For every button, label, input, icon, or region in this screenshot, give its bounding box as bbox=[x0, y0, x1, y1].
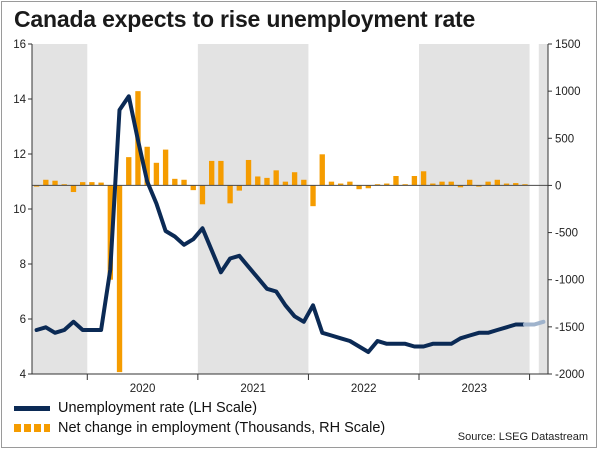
bar-2019-08 bbox=[43, 179, 49, 186]
bar-2020-10 bbox=[172, 178, 178, 186]
bar-2022-05 bbox=[347, 181, 353, 186]
x-tick-label: 2021 bbox=[240, 383, 266, 395]
bar-2019-12 bbox=[80, 182, 86, 186]
bar-2021-04 bbox=[227, 185, 233, 204]
legend-line-label: Unemployment rate (LH Scale) bbox=[58, 400, 258, 416]
bar-2023-02 bbox=[430, 183, 436, 186]
bar-2021-10 bbox=[282, 181, 289, 186]
bar-2022-06 bbox=[356, 185, 362, 190]
bar-2019-10 bbox=[61, 184, 67, 186]
x-tick-label: 2020 bbox=[130, 383, 156, 395]
bar-2023-07 bbox=[476, 185, 482, 187]
bar-2023-08 bbox=[485, 181, 491, 186]
bar-2020-08 bbox=[153, 162, 160, 186]
shade-band-2024 bbox=[538, 44, 548, 374]
shaded-year-bands bbox=[32, 44, 548, 374]
legend-bar-label: Net change in employment (Thousands, RH … bbox=[58, 420, 386, 436]
bar-2023-09 bbox=[494, 179, 500, 186]
bar-2023-10 bbox=[503, 183, 510, 186]
y-right-tick-label: 1000 bbox=[555, 86, 581, 98]
legend-line-swatch bbox=[14, 405, 50, 411]
bar-2023-05 bbox=[457, 185, 464, 188]
bar-2022-09 bbox=[384, 183, 390, 186]
y-right-tick-label: 500 bbox=[555, 133, 574, 145]
bar-2022-07 bbox=[365, 185, 371, 189]
bar-2021-09 bbox=[273, 170, 279, 186]
y-right-tick-label: 1500 bbox=[555, 39, 581, 51]
bar-2023-06 bbox=[467, 179, 473, 186]
legend-item-line: Unemployment rate (LH Scale) bbox=[14, 398, 385, 418]
y-right-tick-label: -1000 bbox=[555, 275, 584, 287]
bar-2021-06 bbox=[245, 159, 252, 186]
bar-2022-03 bbox=[328, 181, 335, 186]
y-right-tick-label: 0 bbox=[555, 180, 561, 192]
unemployment-line bbox=[34, 94, 546, 354]
shade-band-2019 bbox=[32, 44, 88, 374]
shade-band-2023 bbox=[419, 44, 530, 374]
y-left-tick-label: 10 bbox=[13, 204, 26, 216]
bar-2023-03 bbox=[439, 181, 445, 186]
bar-2020-03 bbox=[107, 185, 113, 280]
x-tick-label: 2023 bbox=[461, 383, 487, 395]
bar-2021-02 bbox=[209, 160, 215, 186]
chart-title: Canada expects to rise unemployment rate bbox=[14, 6, 476, 32]
bar-2022-11 bbox=[402, 184, 408, 186]
bar-2022-10 bbox=[393, 176, 399, 186]
unemployment-forecast-path bbox=[523, 319, 546, 327]
bar-2020-11 bbox=[181, 179, 187, 186]
bar-2019-07 bbox=[33, 185, 40, 187]
legend-bar-swatch bbox=[14, 424, 50, 432]
shade-band-2021 bbox=[197, 44, 309, 374]
y-right-tick-label: -1500 bbox=[555, 322, 584, 334]
y-left-tick-label: 14 bbox=[13, 94, 26, 106]
bar-2022-04 bbox=[338, 183, 344, 186]
x-tick-label: 2022 bbox=[351, 383, 377, 395]
y-left-tick-label: 4 bbox=[20, 369, 27, 381]
legend-item-bars: Net change in employment (Thousands, RH … bbox=[14, 418, 385, 438]
bar-2021-01 bbox=[199, 185, 206, 205]
y-left-tick-label: 12 bbox=[13, 149, 26, 161]
y-right-tick-label: -500 bbox=[555, 228, 578, 240]
axes: 4 6 8 10 12 14 16 -2000 -1500 -1000 -500 0 500 1000 15… bbox=[13, 39, 584, 395]
source-note: Source: LSEG Datastream bbox=[457, 431, 588, 443]
y-left-tick-label: 8 bbox=[20, 259, 26, 271]
bar-2022-01 bbox=[310, 185, 316, 207]
bar-2021-11 bbox=[291, 172, 298, 186]
bar-2023-11 bbox=[513, 183, 519, 186]
bar-2021-07 bbox=[255, 176, 261, 186]
bar-2023-04 bbox=[448, 181, 454, 186]
bar-2020-09 bbox=[162, 149, 169, 186]
y-left-tick-label: 6 bbox=[20, 314, 26, 326]
bar-2020-05 bbox=[126, 157, 132, 186]
bar-2019-09 bbox=[52, 180, 58, 186]
bar-2021-05 bbox=[236, 185, 242, 191]
bar-2019-11 bbox=[70, 185, 77, 193]
bar-2022-08 bbox=[374, 184, 381, 186]
unemployment-line-path bbox=[34, 94, 527, 354]
bar-2023-01 bbox=[420, 171, 427, 186]
bar-2020-07 bbox=[144, 146, 150, 186]
bar-2022-02 bbox=[319, 154, 325, 186]
bar-2020-12 bbox=[190, 185, 196, 191]
bar-2022-12 bbox=[411, 176, 418, 186]
legend: Unemployment rate (LH Scale) Net change … bbox=[14, 398, 385, 438]
y-left-tick-label: 16 bbox=[13, 39, 26, 51]
bar-2021-03 bbox=[218, 160, 224, 186]
bar-2020-02 bbox=[98, 182, 104, 186]
bar-2020-04 bbox=[116, 185, 123, 373]
bar-2020-01 bbox=[89, 182, 95, 186]
bar-2021-12 bbox=[301, 179, 307, 186]
bar-2021-08 bbox=[264, 177, 270, 186]
y-right-tick-label: -2000 bbox=[555, 369, 584, 381]
bar-2023-12 bbox=[522, 184, 528, 186]
